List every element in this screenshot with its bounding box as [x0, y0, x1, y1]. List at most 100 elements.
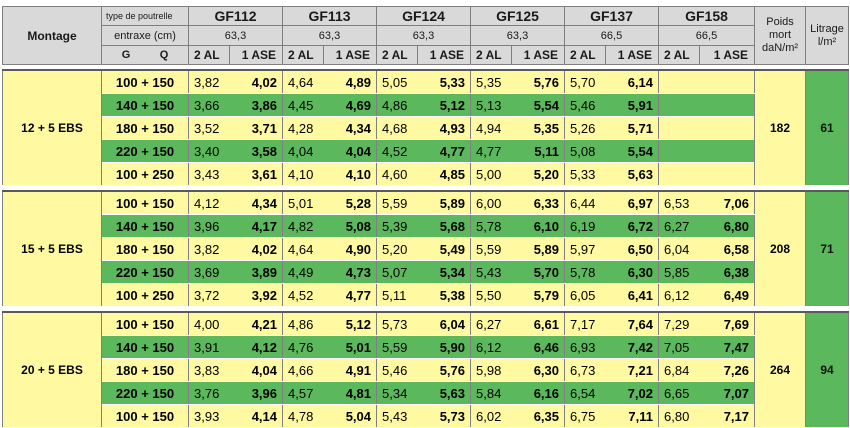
ase-value-cell: 4,91	[323, 358, 377, 382]
al-value-cell: 6,12	[470, 335, 512, 359]
litrage-header-line1: Litrage	[810, 22, 844, 35]
ase-value-cell: 7,47	[699, 335, 755, 359]
litrage-header-line2: l/m²	[817, 35, 837, 48]
al-value-cell: 5,00	[470, 162, 512, 186]
ase-value-cell: 6,61	[511, 311, 565, 336]
ase-value-cell: 5,35	[511, 116, 565, 140]
gq-cell: 100 + 150	[101, 404, 189, 428]
al-value-cell: 5,59	[376, 335, 418, 359]
ase-value-cell: 6,50	[605, 237, 659, 261]
ase-value-cell: 5,01	[323, 335, 377, 359]
load-table-container: Montage type de poutrelle GF112 GF113 GF…	[2, 6, 849, 428]
ase-value-cell: 7,42	[605, 335, 659, 359]
ase-header-gf113: 1 ASE	[323, 45, 377, 65]
al-value-cell: 5,11	[376, 283, 418, 307]
product-header-gf137: GF137	[564, 6, 659, 26]
al-value-cell: 7,17	[564, 311, 606, 336]
empty-cell	[658, 69, 755, 94]
table-row: 140 + 150 3,96 4,17 4,82 5,08 5,39 5,68 5,78 6,1…	[3, 214, 849, 238]
al-value-cell: 5,34	[376, 381, 418, 405]
table-body: 12 + 5 EBS 100 + 150 3,82 4,02 4,64 4,89 5,05 5…	[2, 64, 849, 428]
al-header-gf112: 2 AL	[188, 45, 230, 65]
al-value-cell: 5,98	[470, 358, 512, 382]
table-row: 220 + 150 3,69 3,89 4,49 4,73 5,07 5,34 5,43 5,7…	[3, 260, 849, 284]
entraxe-gf158: 66,5	[658, 25, 755, 46]
ase-value-cell: 7,69	[699, 311, 755, 336]
poids-header-line2: mort	[769, 29, 791, 41]
al-value-cell: 3,82	[188, 237, 230, 261]
product-header-gf125: GF125	[470, 6, 565, 26]
ase-value-cell: 7,06	[699, 190, 755, 215]
ase-header-gf112: 1 ASE	[229, 45, 283, 65]
group-spacer-cell	[2, 185, 849, 191]
product-header-gf112: GF112	[188, 6, 283, 26]
al-value-cell: 4,52	[282, 283, 324, 307]
ase-value-cell: 5,04	[323, 404, 377, 428]
al-header-gf137: 2 AL	[564, 45, 606, 65]
al-value-cell: 3,43	[188, 162, 230, 186]
al-value-cell: 4,52	[376, 139, 418, 163]
ase-value-cell: 4,12	[229, 335, 283, 359]
ase-value-cell: 5,63	[605, 162, 659, 186]
q-label: Q	[159, 49, 169, 61]
table-row: 100 + 150 3,93 4,14 4,78 5,04 5,43 5,73 6,02 6,3…	[3, 404, 849, 428]
ase-header-gf124: 1 ASE	[417, 45, 471, 65]
entraxe-gf113: 63,3	[282, 25, 377, 46]
ase-value-cell: 4,14	[229, 404, 283, 428]
ase-value-cell: 6,72	[605, 214, 659, 238]
entraxe-gf137: 66,5	[564, 25, 659, 46]
table-row: 220 + 150 3,40 3,58 4,04 4,04 4,52 4,77 4,77 5,1…	[3, 139, 849, 163]
ase-value-cell: 5,71	[605, 116, 659, 140]
ase-header-gf125: 1 ASE	[511, 45, 565, 65]
ase-value-cell: 4,85	[417, 162, 471, 186]
al-value-cell: 5,85	[658, 260, 700, 284]
gq-cell: 220 + 150	[101, 260, 189, 284]
table-row: 15 + 5 EBS 100 + 150 4,12 4,34 5,01 5,28 5,59 5…	[2, 190, 849, 307]
al-value-cell: 4,77	[470, 139, 512, 163]
montage-header: Montage	[2, 6, 102, 65]
al-value-cell: 6,54	[564, 381, 606, 405]
gq-cell: 100 + 150	[101, 190, 189, 215]
entraxe-gf125: 63,3	[470, 25, 565, 46]
al-value-cell: 3,82	[188, 69, 230, 94]
entraxe-label: entraxe (cm)	[101, 25, 189, 46]
ase-value-cell: 6,16	[511, 381, 565, 405]
al-value-cell: 3,96	[188, 214, 230, 238]
al-value-cell: 5,39	[376, 214, 418, 238]
al-value-cell: 4,86	[282, 311, 324, 336]
al-value-cell: 3,66	[188, 93, 230, 117]
ase-value-cell: 4,02	[229, 237, 283, 261]
ase-value-cell: 4,10	[323, 162, 377, 186]
ase-value-cell: 5,54	[511, 93, 565, 117]
gq-cell: 140 + 150	[101, 214, 189, 238]
ase-value-cell: 3,86	[229, 93, 283, 117]
ase-value-cell: 4,04	[229, 358, 283, 382]
load-table: Montage type de poutrelle GF112 GF113 GF…	[2, 6, 849, 428]
al-value-cell: 6,12	[658, 283, 700, 307]
al-value-cell: 6,80	[658, 404, 700, 428]
ase-value-cell: 6,49	[699, 283, 755, 307]
al-value-cell: 4,94	[470, 116, 512, 140]
al-value-cell: 5,13	[470, 93, 512, 117]
al-value-cell: 5,84	[470, 381, 512, 405]
gq-cell: 140 + 150	[101, 93, 189, 117]
al-value-cell: 5,50	[470, 283, 512, 307]
group-spacer-cell	[2, 306, 849, 312]
ase-value-cell: 5,89	[417, 190, 471, 215]
ase-value-cell: 7,02	[605, 381, 659, 405]
al-value-cell: 4,10	[282, 162, 324, 186]
al-value-cell: 6,53	[658, 190, 700, 215]
ase-value-cell: 4,73	[323, 260, 377, 284]
poids-header-line1: Poids	[766, 16, 794, 28]
g-label: G	[121, 49, 131, 61]
ase-header-gf158: 1 ASE	[699, 45, 755, 65]
al-value-cell: 4,86	[376, 93, 418, 117]
al-value-cell: 4,60	[376, 162, 418, 186]
ase-value-cell: 6,30	[605, 260, 659, 284]
al-value-cell: 5,35	[470, 69, 512, 94]
al-value-cell: 7,29	[658, 311, 700, 336]
ase-value-cell: 7,17	[699, 404, 755, 428]
table-row: 180 + 150 3,83 4,04 4,66 4,91 5,46 5,76 5,98 6,3…	[3, 358, 849, 382]
al-value-cell: 6,93	[564, 335, 606, 359]
